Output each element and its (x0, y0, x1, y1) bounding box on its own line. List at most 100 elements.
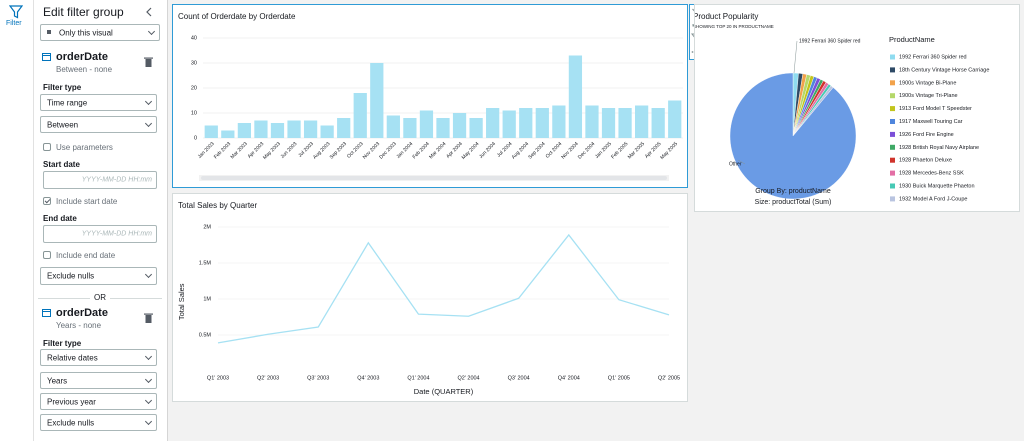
x-tick-label: Sep 2003 (329, 141, 349, 161)
select-value: Exclude nulls (47, 418, 95, 427)
legend-swatch (890, 144, 895, 150)
x-tick-label: Jun 2003 (280, 141, 299, 160)
select-value: Exclude nulls (47, 271, 95, 281)
panel-title: Edit filter group (43, 5, 124, 19)
legend-swatch (890, 119, 895, 124)
chart-title: Product Popularity (695, 12, 758, 21)
select-value: Relative dates (47, 353, 98, 362)
icon-rail: Filter (0, 0, 34, 441)
legend-swatch (890, 93, 895, 99)
placeholder: YYYY-MM-DD HH:mm (81, 230, 152, 238)
placeholder: YYYY-MM-DD HH:mm (81, 176, 152, 184)
legend-swatch (890, 196, 895, 202)
x-tick-label: Q1' 2003 (207, 375, 229, 381)
select-value: Previous year (47, 397, 96, 406)
bar (287, 120, 301, 138)
legend-label: 1930 Buick Marquette Phaeton (899, 183, 975, 189)
x-tick-label: Dec 2004 (577, 141, 597, 161)
condition-select[interactable]: Between (40, 116, 157, 133)
x-tick-label: Q2' 2004 (457, 375, 479, 381)
legend-title: ProductName (889, 35, 935, 44)
scrollbar-thumb[interactable] (201, 176, 667, 180)
scope-value: Only this visual (59, 28, 113, 37)
nulls-select[interactable]: Exclude nulls (40, 414, 157, 431)
select-value: Years (47, 376, 68, 385)
legend-swatch (890, 80, 895, 86)
start-date-input[interactable]: YYYY-MM-DD HH:mm (43, 171, 157, 189)
delete-button[interactable] (144, 313, 153, 323)
filter-tab[interactable]: Filter (6, 20, 22, 27)
checkbox[interactable] (43, 197, 51, 205)
chart-title: Total Sales by Quarter (178, 201, 257, 210)
checkbox[interactable] (43, 143, 51, 151)
x-tick-label: Q2' 2003 (257, 375, 279, 381)
period-select[interactable]: Previous year (40, 393, 157, 410)
y-tick-label: 0 (194, 135, 197, 141)
y-tick-label: 10 (191, 110, 197, 116)
x-tick-label: Q4' 2003 (357, 375, 379, 381)
x-tick-label: Jun 2004 (478, 141, 497, 160)
collapse-button[interactable] (145, 7, 153, 17)
legend-swatch (890, 131, 895, 137)
leader-line (793, 40, 798, 74)
filter-type-select[interactable]: Time range (40, 94, 157, 111)
filter-type-select[interactable]: Relative dates (40, 349, 157, 366)
x-tick-label: May 2005 (659, 141, 679, 161)
bar-chart: Count of Orderdate by Orderdate 0 10 20 30 40… (178, 12, 683, 181)
x-tick-label: May 2004 (461, 141, 481, 161)
field-summary: Between - none (56, 65, 113, 74)
chart-subtitle: SHOWING TOP 20 IN PRODUCTNAME (695, 24, 774, 29)
bar (270, 123, 285, 138)
y-tick-label: 30 (191, 60, 197, 66)
delete-button[interactable] (144, 57, 153, 67)
pie-visual[interactable]: Product Popularity SHOWING TOP 20 IN PROD… (694, 4, 1020, 212)
x-tick-label: Q3' 2003 (307, 375, 329, 381)
bar (668, 100, 682, 138)
unit-select[interactable]: Years (40, 372, 157, 389)
y-axis-label: Total Sales (177, 283, 186, 320)
chart-title: Count of Orderdate by Orderdate (178, 12, 296, 21)
bar (221, 130, 235, 138)
legend-label: 1928 Phaeton Deluxe (899, 158, 952, 164)
y-tick-label: 0.5M (199, 332, 212, 338)
bar (386, 115, 400, 138)
bar (568, 55, 583, 138)
legend-label: 1913 Ford Model T Speedster (899, 106, 972, 112)
legend-label: 1917 Maxwell Touring Car (899, 119, 963, 125)
label: Filter type (43, 83, 82, 92)
legend-swatch (890, 157, 895, 163)
x-tick-label: Q1' 2004 (407, 375, 429, 381)
bar (320, 125, 334, 138)
x-tick-label: Q3' 2004 (508, 375, 530, 381)
legend-swatch (890, 183, 895, 189)
x-tick-label: Feb 2004 (412, 141, 431, 160)
x-axis-label: Date (QUARTER) (414, 387, 474, 396)
slice-label: Other (729, 161, 742, 167)
field-name: orderDate (56, 51, 108, 63)
line-visual[interactable]: Total Sales by Quarter 0.5M 1M 1.5M 2M Q1' 20… (172, 193, 688, 402)
footer-text: Size: productTotal (Sum) (755, 199, 832, 206)
select-value: Time range (47, 98, 88, 107)
legend-swatch (890, 67, 895, 73)
label: Start date (43, 160, 80, 169)
x-tick-label: Feb 2003 (213, 141, 232, 160)
x-tick-label: Mar 2005 (627, 141, 646, 160)
bar (618, 108, 632, 138)
legend-label: 1900s Vintage Bi-Plane (899, 80, 956, 86)
x-tick-label: Dec 2003 (378, 141, 398, 161)
bar-visual[interactable]: Count of Orderdate by Orderdate 0 10 20 30 40… (172, 4, 688, 188)
checkbox[interactable] (43, 251, 51, 259)
bar (601, 108, 616, 138)
x-tick-label: May 2003 (262, 141, 282, 161)
bar (403, 118, 417, 138)
scope-select[interactable]: Only this visual (40, 24, 160, 41)
bar (452, 113, 467, 138)
bar (204, 125, 218, 138)
x-tick-label: Q4' 2004 (558, 375, 580, 381)
end-date-input[interactable]: YYYY-MM-DD HH:mm (43, 225, 157, 243)
bar (486, 108, 500, 138)
bar (254, 120, 268, 138)
select-value: Between (47, 120, 79, 129)
nulls-select[interactable]: Exclude nulls (40, 267, 157, 285)
filter-icon[interactable] (9, 5, 23, 19)
